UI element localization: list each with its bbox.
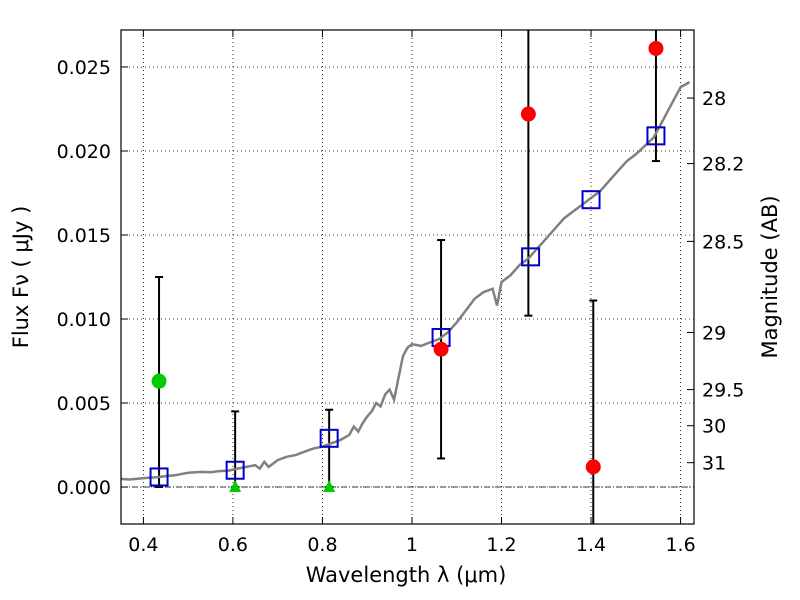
upper-limit-triangle xyxy=(229,480,242,493)
spectrum-line xyxy=(120,81,691,481)
observed-flux-point xyxy=(585,459,601,475)
x-tick-label: 1.2 xyxy=(486,534,516,556)
model-flux-square xyxy=(319,428,339,448)
model-flux-square xyxy=(646,126,666,146)
right-tick-label: 30 xyxy=(702,416,726,438)
grid xyxy=(121,30,694,524)
axes: 0.4 0.6 0.8 1 1.2 1.4 1.6 0.000 0.005 0.010 0.015 0… xyxy=(57,30,744,556)
observed-flux-point xyxy=(648,40,664,56)
x-tick-label: 1.6 xyxy=(665,534,695,556)
right-tick-label: 28 xyxy=(702,88,726,110)
model-flux-square xyxy=(521,247,541,267)
x-tick-label: 0.4 xyxy=(128,534,158,556)
x-tick-label: 0.6 xyxy=(218,534,248,556)
right-axis-label: Magnitude (AB) xyxy=(758,195,782,358)
upper-limit-triangle xyxy=(323,480,336,493)
observed-flux-point xyxy=(520,106,536,122)
model-flux-square xyxy=(149,467,169,487)
y-tick-label: 0.005 xyxy=(57,393,111,415)
x-axis-label: Wavelength λ (μm) xyxy=(306,563,507,587)
y-tick-label: 0.010 xyxy=(57,309,111,331)
right-tick-label: 29.5 xyxy=(702,380,744,402)
x-tick-label: 1.4 xyxy=(576,534,606,556)
right-tick-label: 29 xyxy=(702,322,726,344)
plot-area xyxy=(120,30,691,524)
x-tick-label: 1 xyxy=(406,534,418,556)
y-tick-label: 0.000 xyxy=(57,477,111,499)
right-tick-label: 31 xyxy=(702,453,726,475)
y-tick-label: 0.025 xyxy=(57,57,111,79)
y-tick-label: 0.015 xyxy=(57,225,111,247)
y-axis-label: Flux Fν ( μJy ) xyxy=(9,206,33,349)
model-flux-square xyxy=(225,460,245,480)
observed-flux-point xyxy=(433,341,449,357)
right-tick-label: 28.5 xyxy=(702,231,744,253)
x-tick-label: 0.8 xyxy=(307,534,337,556)
observed-flux-point xyxy=(151,373,167,389)
plot-frame xyxy=(120,29,695,525)
model-flux-square xyxy=(581,190,601,210)
right-tick-label: 28.2 xyxy=(702,154,744,176)
y-tick-label: 0.020 xyxy=(57,141,111,163)
